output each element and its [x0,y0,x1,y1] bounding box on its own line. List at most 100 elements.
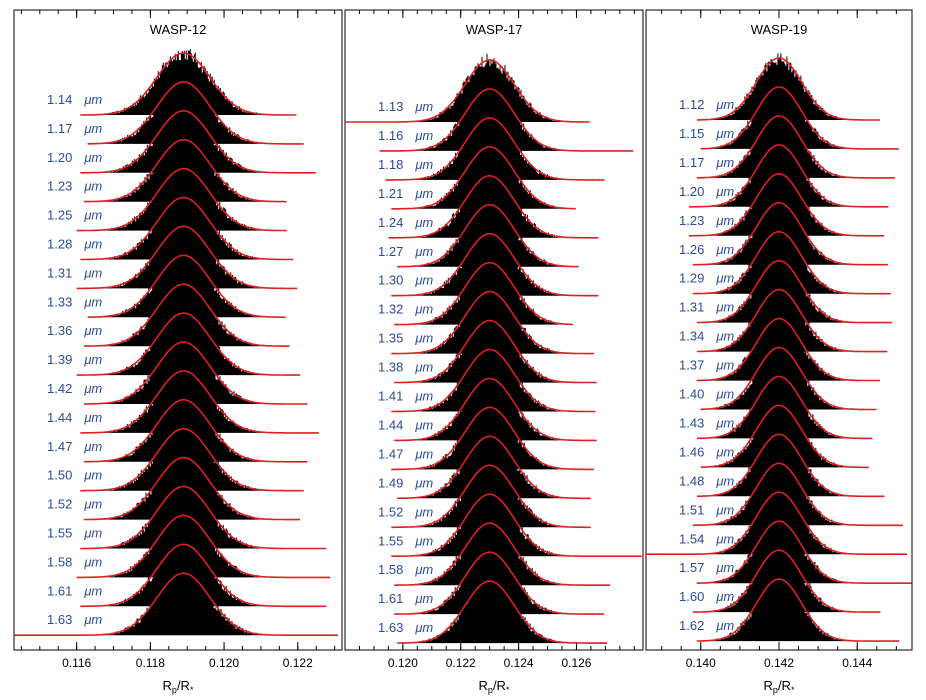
wavelength-label: 1.47 μm [378,446,433,461]
distribution-1_17: 1.17 μm [679,109,895,179]
x-tick-label: 0.120 [209,656,239,670]
gaussian-fit-line [87,81,304,145]
gaussian-fit-line [692,462,903,527]
wavelength-label: 1.49 μm [378,475,433,490]
panel-title: WASP-12 [150,22,207,37]
gaussian-fit-line [84,399,308,463]
gaussian-fit-line [700,86,899,150]
wavelength-label: 1.52 μm [378,504,433,519]
distribution-1_61: 1.61 μm [378,548,605,615]
wavelength-label: 1.50 μm [47,468,102,483]
wavelength-label: 1.18 μm [378,157,433,172]
distribution-1_58: 1.58 μm [47,509,331,579]
wavelength-label: 1.63 μm [378,620,433,635]
gaussian-fit-line [84,138,287,203]
gaussian-fit-line [394,551,605,615]
wavelength-label: 1.25 μm [47,208,102,223]
wavelength-label: 1.55 μm [47,526,102,541]
gaussian-fit-line [14,572,338,636]
gaussian-fit-line [80,543,327,608]
gaussian-fit-line [696,259,892,324]
wavelength-label: 1.36 μm [47,323,102,338]
distribution-1_31: 1.31 μm [47,220,298,290]
wavelength-label: 1.38 μm [378,360,433,375]
distribution-1_50: 1.50 μm [47,422,304,492]
wavelength-label: 1.23 μm [47,179,102,194]
distribution-1_41: 1.41 μm [378,342,597,413]
distribution-1_23: 1.23 μm [679,168,884,237]
wavelength-label: 1.43 μm [679,415,734,430]
distribution-1_27: 1.27 μm [378,199,579,268]
wavelength-label: 1.37 μm [679,358,734,373]
distribution-1_35: 1.35 μm [378,286,594,355]
gaussian-fit-line [87,254,286,319]
gaussian-fit-line [391,348,596,413]
gaussian-fit-line [692,230,891,295]
gaussian-fit-line [388,175,599,239]
distribution-1_47: 1.47 μm [378,402,594,471]
distribution-1_36: 1.36 μm [47,277,290,347]
x-tick-label: 0.144 [842,656,872,670]
wavelength-label: 1.46 μm [679,444,734,459]
x-tick-label: 0.124 [504,656,534,670]
gaussian-fit-line [84,456,300,521]
gaussian-fit-line [80,109,316,174]
gaussian-fit-line [394,522,611,586]
wavelength-label: 1.20 μm [47,150,102,165]
gaussian-fit-line [696,578,900,642]
distribution-1_39: 1.39 μm [47,308,301,376]
distribution-1_32: 1.32 μm [378,257,574,326]
gaussian-fit-line [76,312,301,376]
distribution-1_13: 1.13 μm [345,53,591,123]
wavelength-label: 1.51 μm [679,502,734,517]
panel-frame [13,9,343,651]
wavelength-label: 1.41 μm [378,389,433,404]
gaussian-fit-line [385,117,605,181]
wavelength-label: 1.47 μm [47,439,102,454]
distribution-1_26: 1.26 μm [679,196,889,266]
panel-title: WASP-19 [751,22,808,37]
distribution-1_54: 1.54 μm [646,485,907,555]
gaussian-fit-line [696,288,888,353]
wavelength-label: 1.27 μm [378,244,433,259]
gaussian-fit-line [689,144,889,208]
gaussian-fit-line [397,435,591,500]
gaussian-fit-line [80,485,327,550]
gaussian-fit-line [696,520,912,584]
gaussian-fit-line [80,52,297,116]
wavelength-label: 1.31 μm [47,265,102,280]
wavelength-label: 1.31 μm [679,300,734,315]
distribution-1_52: 1.52 μm [47,452,300,521]
distribution-1_21: 1.21 μm [378,140,577,210]
distribution-1_40: 1.40 μm [679,341,878,411]
wavelength-label: 1.60 μm [679,589,734,604]
wavelength-label: 1.23 μm [679,213,734,228]
x-tick-label: 0.116 [62,656,91,670]
wavelength-label: 1.21 μm [378,186,433,201]
distribution-1_34: 1.34 μm [679,284,888,353]
x-tick-label: 0.122 [446,656,476,670]
gaussian-fit-line [379,88,634,152]
wavelength-label: 1.20 μm [679,184,734,199]
gaussian-fit-line [696,57,880,121]
wavelength-label: 1.13 μm [378,99,433,114]
wavelength-label: 1.32 μm [378,302,433,317]
distribution-1_57: 1.57 μm [679,514,912,584]
gaussian-fit-line [80,196,294,261]
distribution-1_37: 1.37 μm [679,314,880,382]
wavelength-label: 1.58 μm [47,554,102,569]
x-tick-label: 0.118 [136,656,165,670]
distribution-1_20: 1.20 μm [47,105,316,174]
gaussian-fit-line [700,346,877,411]
distribution-1_61: 1.61 μm [47,538,327,608]
gaussian-fit-line [391,290,594,355]
posterior-histogram [395,257,574,325]
gaussian-fit-line [646,491,907,555]
wavelength-label: 1.26 μm [679,242,734,257]
wavelength-label: 1.17 μm [47,121,102,136]
distribution-1_52: 1.52 μm [378,459,591,529]
gaussian-fit-line [394,319,597,384]
distribution-1_62: 1.62 μm [679,574,900,642]
distribution-1_46: 1.46 μm [679,398,869,469]
